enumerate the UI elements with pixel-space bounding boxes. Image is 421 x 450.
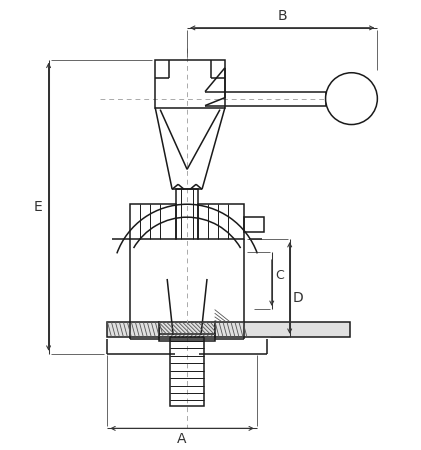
Text: A: A	[177, 432, 187, 446]
Bar	[159, 322, 215, 337]
Bar	[244, 217, 264, 232]
Bar	[198, 204, 244, 239]
Bar	[176, 189, 198, 239]
Bar	[107, 322, 159, 337]
Text: C: C	[275, 269, 283, 282]
Bar	[131, 204, 176, 239]
Text: D: D	[293, 291, 304, 305]
Text: B: B	[277, 9, 287, 23]
Bar	[155, 60, 225, 108]
Circle shape	[325, 73, 377, 125]
Bar	[215, 322, 350, 337]
Bar	[170, 337, 204, 406]
Text: E: E	[34, 200, 43, 214]
Bar	[159, 334, 215, 341]
